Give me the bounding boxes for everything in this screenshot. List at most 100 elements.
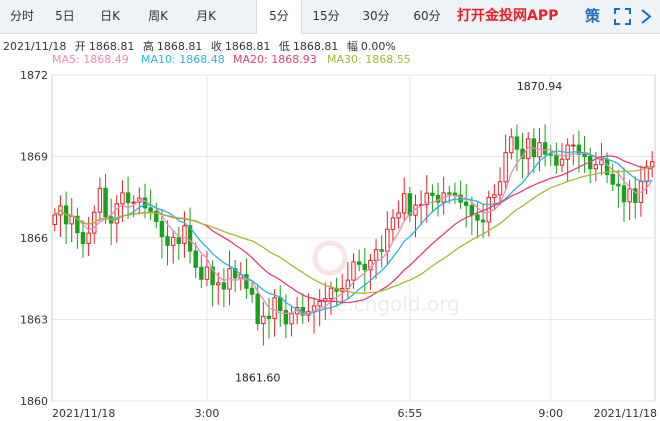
candle-body bbox=[447, 192, 452, 195]
candle-body bbox=[503, 152, 508, 183]
candle-body bbox=[176, 236, 182, 244]
candle bbox=[525, 132, 531, 177]
expand-icon[interactable] bbox=[614, 8, 631, 25]
candle-body bbox=[616, 183, 621, 187]
candle-body bbox=[463, 201, 469, 206]
open-app-link[interactable]: 打开金投网APP bbox=[457, 8, 559, 24]
candle-body bbox=[571, 144, 576, 147]
candle bbox=[616, 169, 621, 208]
ma10-line bbox=[54, 150, 653, 315]
candle-body bbox=[193, 250, 198, 268]
candle-body bbox=[469, 204, 475, 216]
candle bbox=[554, 142, 559, 174]
candle bbox=[559, 142, 565, 172]
candle-body bbox=[266, 315, 272, 319]
candle bbox=[565, 138, 570, 182]
candle-body bbox=[148, 207, 153, 212]
candle-body bbox=[390, 217, 396, 230]
chevron-right-icon[interactable] bbox=[638, 8, 654, 25]
candle-body bbox=[154, 210, 159, 222]
candle bbox=[69, 198, 74, 243]
candle-body bbox=[221, 282, 227, 290]
ma30-line bbox=[54, 165, 653, 294]
candle bbox=[475, 202, 480, 239]
ma5-value: 1868.49 bbox=[83, 53, 129, 66]
candle bbox=[283, 294, 289, 339]
x-tick-label: 2021/11/18 bbox=[594, 407, 657, 420]
candle bbox=[278, 285, 283, 327]
candle bbox=[125, 176, 131, 219]
candle-body bbox=[317, 301, 322, 307]
candle bbox=[317, 289, 322, 327]
candle-body bbox=[475, 214, 480, 221]
low-annotation: 1861.60 bbox=[235, 372, 281, 385]
candle bbox=[103, 173, 108, 224]
strategy-button[interactable]: 策 bbox=[585, 7, 601, 25]
tab-60-min[interactable]: 60分 bbox=[413, 9, 441, 23]
candle bbox=[402, 177, 407, 222]
tab-weekly-k[interactable]: 周K bbox=[148, 9, 168, 23]
candle-body bbox=[182, 225, 187, 244]
candle bbox=[97, 177, 103, 221]
candle-body bbox=[548, 153, 553, 156]
candle-body bbox=[402, 193, 407, 214]
candle bbox=[649, 151, 655, 178]
candle-body bbox=[170, 236, 176, 246]
candle-body bbox=[210, 266, 215, 286]
candle bbox=[390, 209, 396, 242]
ma10-label: MA10: bbox=[141, 53, 176, 66]
x-tick-label: 9:00 bbox=[538, 407, 563, 420]
candle bbox=[221, 268, 227, 308]
candle bbox=[621, 167, 627, 222]
candle bbox=[249, 281, 255, 303]
candle-body bbox=[627, 188, 632, 203]
tab-5-min[interactable]: 5分 bbox=[256, 0, 302, 34]
candle bbox=[176, 226, 182, 260]
watermark-logo bbox=[312, 240, 348, 276]
tab-30-min[interactable]: 30分 bbox=[362, 9, 390, 23]
info-close-value: 1868.81 bbox=[224, 40, 271, 53]
candle bbox=[604, 152, 610, 184]
candle-body bbox=[159, 220, 165, 238]
candle bbox=[368, 253, 373, 290]
candle-body bbox=[633, 188, 638, 203]
candle bbox=[58, 195, 63, 237]
candle bbox=[165, 220, 170, 266]
candle-body bbox=[272, 297, 277, 319]
candle-body bbox=[486, 197, 491, 223]
candle bbox=[289, 307, 294, 337]
candle-body bbox=[542, 142, 548, 155]
candle bbox=[266, 298, 272, 339]
ma5-label: MA5: bbox=[52, 53, 80, 66]
tab-5-day[interactable]: 5日 bbox=[55, 9, 75, 23]
candle bbox=[633, 176, 638, 219]
candle bbox=[463, 183, 469, 228]
candle bbox=[272, 289, 277, 337]
candle-body bbox=[75, 215, 80, 234]
candle bbox=[193, 242, 198, 278]
candle bbox=[356, 249, 362, 272]
candle-body bbox=[509, 136, 514, 154]
ma30-legend: MA30: 1868.55 bbox=[327, 53, 411, 66]
candle bbox=[582, 136, 587, 173]
candle bbox=[80, 220, 86, 258]
candle bbox=[548, 145, 553, 166]
candle-body bbox=[430, 192, 435, 196]
tab-monthly-k[interactable]: 月K bbox=[196, 9, 216, 23]
candle-body bbox=[424, 192, 429, 206]
candle-body bbox=[97, 187, 103, 213]
ma5-line bbox=[54, 146, 653, 316]
candle-body bbox=[204, 266, 210, 280]
candle-body bbox=[103, 187, 108, 218]
tab-intraday[interactable]: 分时 bbox=[9, 9, 34, 23]
info-change-label: 幅 bbox=[346, 40, 358, 53]
info-change-value: 0.00% bbox=[360, 40, 396, 53]
candle-body bbox=[278, 297, 283, 312]
candle-body bbox=[492, 194, 497, 199]
tab-15-min[interactable]: 15分 bbox=[312, 9, 340, 23]
tab-daily-k[interactable]: 日K bbox=[100, 9, 120, 23]
info-date: 2021/11/18 bbox=[3, 40, 67, 53]
x-tick-label: 3:00 bbox=[195, 407, 220, 420]
candle-body bbox=[396, 212, 401, 219]
